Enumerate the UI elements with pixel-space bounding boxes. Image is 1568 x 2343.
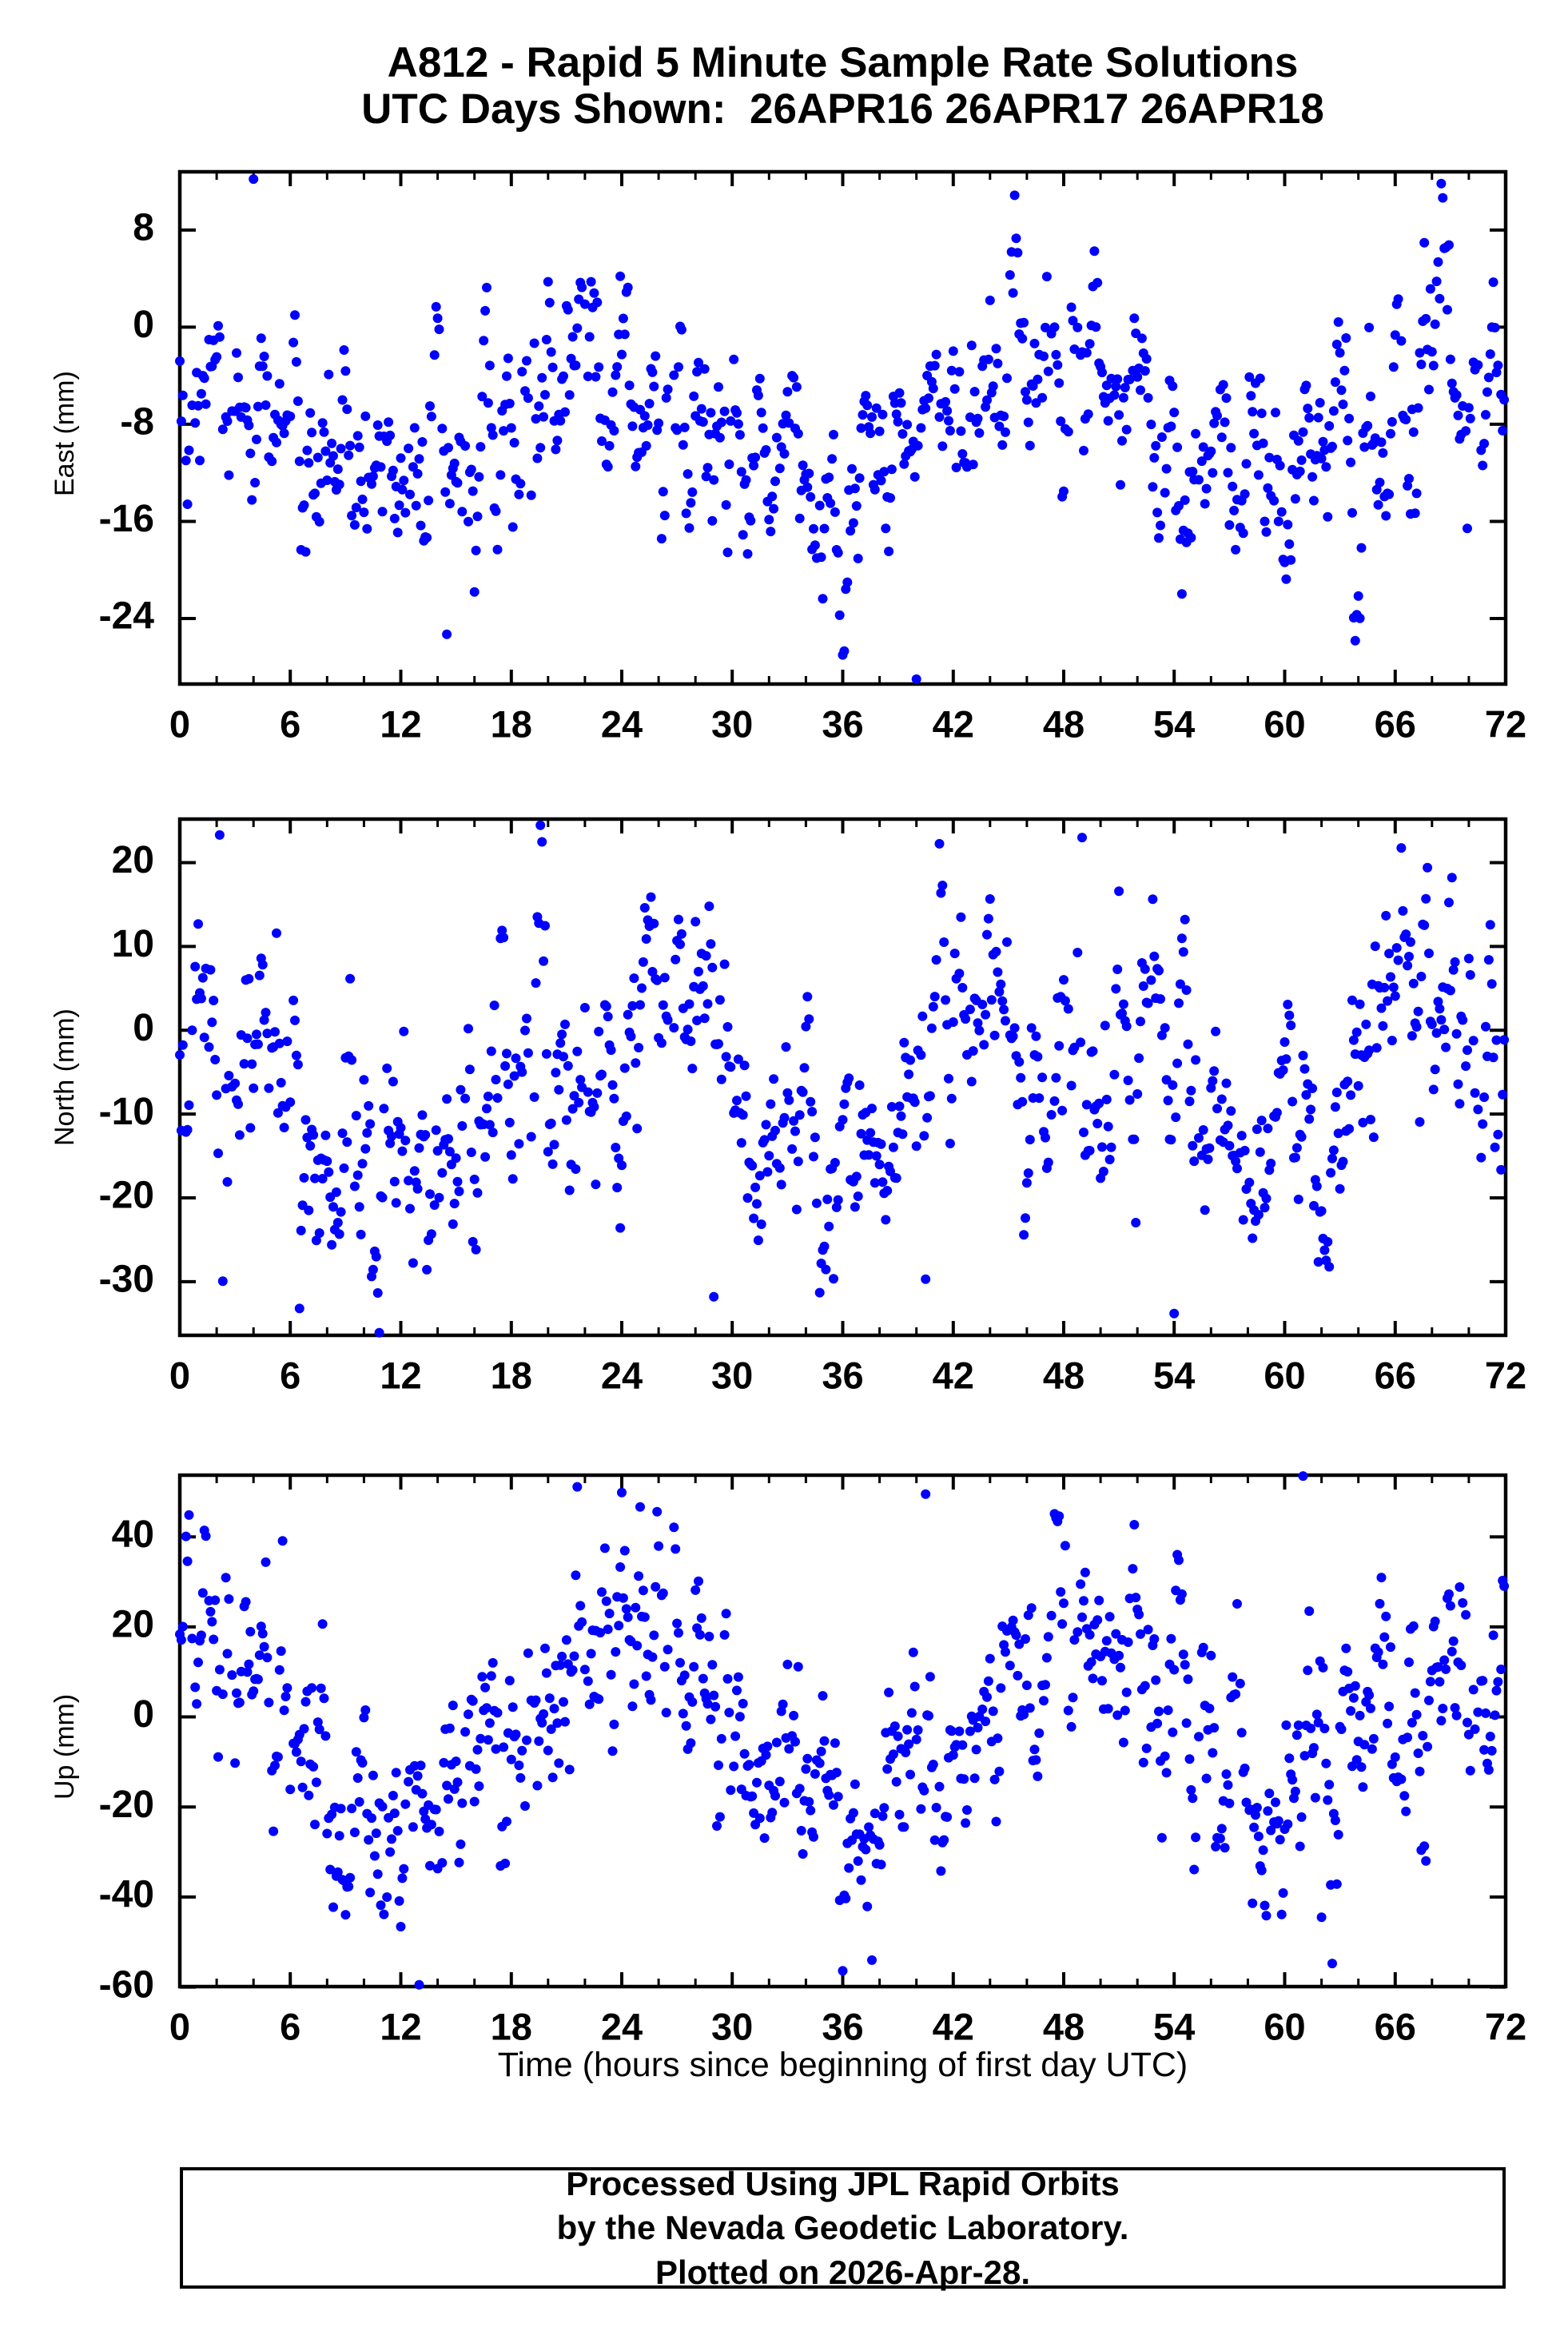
svg-text:0: 0 [169,1354,190,1396]
svg-text:0: 0 [169,702,190,745]
svg-text:66: 66 [1375,702,1416,745]
svg-text:18: 18 [491,702,532,745]
svg-text:-10: -10 [99,1091,154,1133]
svg-text:-8: -8 [120,401,154,444]
svg-text:72: 72 [1485,2005,1526,2047]
svg-text:72: 72 [1485,1354,1526,1396]
svg-text:18: 18 [491,1354,532,1396]
svg-text:54: 54 [1153,2005,1195,2047]
svg-text:24: 24 [601,702,643,745]
svg-text:66: 66 [1375,2005,1416,2047]
svg-text:48: 48 [1043,2005,1084,2047]
svg-text:54: 54 [1153,1354,1195,1396]
svg-text:18: 18 [491,2005,532,2047]
svg-text:12: 12 [380,702,421,745]
svg-text:60: 60 [1264,2005,1305,2047]
svg-text:-20: -20 [99,1175,154,1217]
svg-text:36: 36 [822,1354,863,1396]
svg-text:0: 0 [133,1693,154,1736]
svg-text:42: 42 [933,2005,974,2047]
svg-text:48: 48 [1043,702,1084,745]
svg-text:12: 12 [380,1354,421,1396]
svg-text:-60: -60 [99,1963,154,2006]
svg-text:20: 20 [112,839,154,881]
svg-text:36: 36 [822,702,863,745]
svg-text:60: 60 [1264,1354,1305,1396]
svg-text:8: 8 [133,207,154,249]
svg-text:12: 12 [380,2005,421,2047]
svg-text:0: 0 [133,1007,154,1049]
svg-text:0: 0 [133,304,154,346]
svg-text:6: 6 [280,702,300,745]
svg-text:36: 36 [822,2005,863,2047]
svg-text:6: 6 [280,1354,300,1396]
svg-text:-20: -20 [99,1784,154,1826]
svg-text:0: 0 [169,2005,190,2047]
svg-text:-30: -30 [99,1259,154,1301]
svg-text:30: 30 [711,1354,753,1396]
svg-text:-40: -40 [99,1874,154,1916]
svg-text:6: 6 [280,2005,300,2047]
svg-text:66: 66 [1375,1354,1416,1396]
svg-text:-24: -24 [99,595,155,638]
svg-text:-16: -16 [99,498,154,540]
svg-text:24: 24 [601,1354,643,1396]
svg-text:40: 40 [112,1514,154,1556]
svg-text:24: 24 [601,2005,643,2047]
svg-text:72: 72 [1485,702,1526,745]
svg-text:10: 10 [112,923,154,965]
svg-text:30: 30 [711,2005,753,2047]
svg-text:42: 42 [933,1354,974,1396]
svg-text:42: 42 [933,702,974,745]
svg-text:54: 54 [1153,702,1195,745]
svg-text:20: 20 [112,1604,154,1646]
svg-text:30: 30 [711,702,753,745]
svg-text:48: 48 [1043,1354,1084,1396]
svg-text:60: 60 [1264,702,1305,745]
